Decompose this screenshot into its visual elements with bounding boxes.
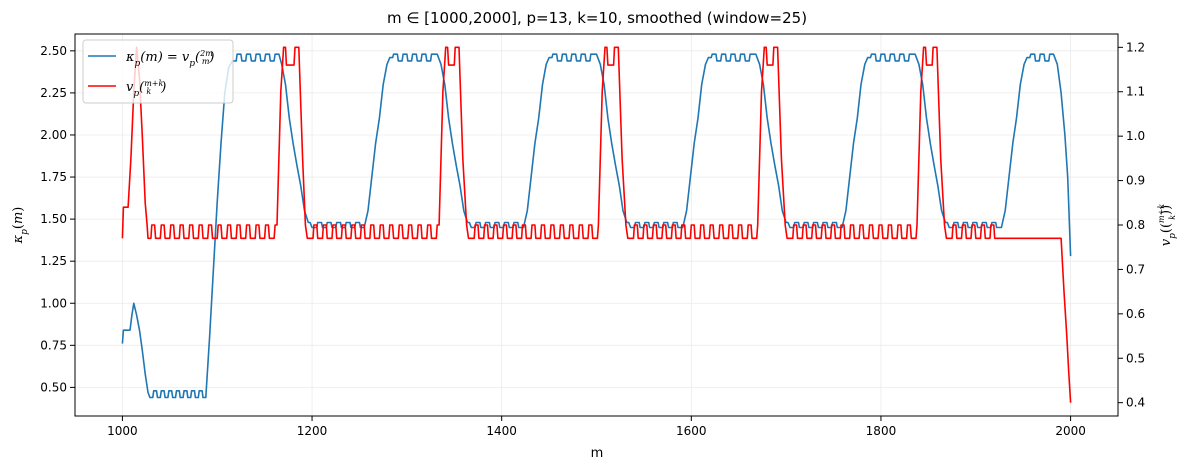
left-y-axis: 0.50 0.75 1.00 1.25 1.50 1.75 2.00 2.25 2.50: [40, 44, 75, 394]
grid-lines: [75, 34, 1118, 416]
right-y-tick-label: 1.0: [1126, 129, 1145, 143]
right-y-tick-label: 0.8: [1126, 218, 1145, 232]
left-y-tick-label: 1.75: [40, 170, 67, 184]
legend: κp(m) = vp(2m m) vp(m+k k): [82, 39, 234, 104]
left-y-tick-label: 0.75: [40, 338, 67, 352]
x-tick-label: 1800: [866, 424, 897, 438]
right-y-tick-label: 0.5: [1126, 351, 1145, 365]
series-line-binomial: [121, 46, 1072, 403]
left-y-tick-label: 0.50: [40, 380, 67, 394]
left-y-tick-label: 1.25: [40, 254, 67, 268]
right-y-tick-label: 0.6: [1126, 307, 1145, 321]
x-tick-label: 1600: [676, 424, 707, 438]
left-y-axis-label: κp(m): [11, 207, 30, 245]
left-y-tick-label: 1.50: [40, 212, 67, 226]
chart-title: m ∈ [1000,2000], p=13, k=10, smoothed (w…: [387, 9, 807, 27]
x-axis: 1000 1200 1400 1600 1800 2000: [107, 416, 1086, 438]
x-axis-label: m: [591, 446, 604, 461]
left-y-tick-label: 2.00: [40, 128, 67, 142]
x-tick-label: 2000: [1055, 424, 1086, 438]
left-y-tick-label: 2.50: [40, 44, 67, 58]
right-y-tick-label: 1.2: [1126, 40, 1145, 54]
plot-area: [121, 46, 1072, 403]
x-tick-label: 1000: [107, 424, 138, 438]
right-y-tick-label: 0.4: [1126, 396, 1145, 410]
right-y-tick-label: 0.9: [1126, 174, 1145, 188]
left-y-tick-label: 2.25: [40, 86, 67, 100]
left-y-tick-label: 1.00: [40, 296, 67, 310]
right-y-tick-label: 1.1: [1126, 85, 1145, 99]
x-tick-label: 1400: [486, 424, 517, 438]
x-tick-label: 1200: [297, 424, 328, 438]
right-y-axis: 0.4 0.5 0.6 0.7 0.8 0.9 1.0 1.1 1.2: [1118, 40, 1145, 410]
right-y-axis-label: vp((m+k k)): [1157, 204, 1178, 247]
series-line-kappa: [121, 53, 1072, 399]
legend-box: [82, 39, 234, 104]
right-y-tick-label: 0.7: [1126, 262, 1145, 276]
